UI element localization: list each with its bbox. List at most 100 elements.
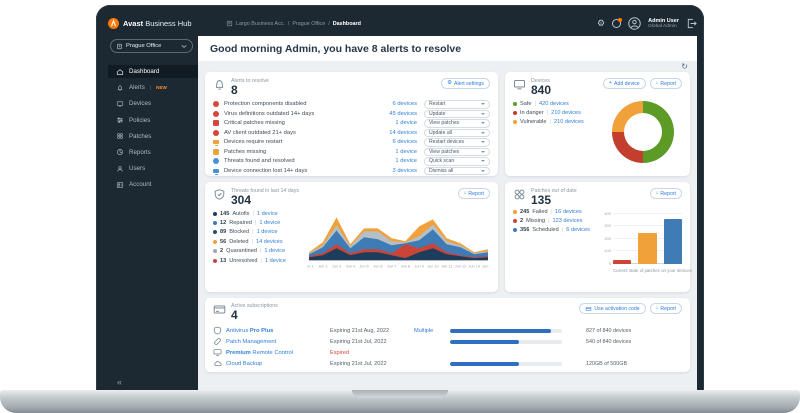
main-content: Good morning Admin, you have 8 alerts to… [198, 36, 697, 392]
usage-progress-fill [450, 340, 520, 344]
avatar[interactable] [628, 17, 641, 30]
breadcrumb-item[interactable]: Largo Business Acc. [236, 20, 285, 27]
alert-label: Devices require restart [224, 139, 283, 146]
legend-devices-link[interactable]: 123 devices [552, 217, 583, 224]
report-button[interactable]: ↓ Report [649, 303, 682, 314]
x-tick-label: Jun 1 [307, 263, 314, 268]
legend-separator: | [549, 119, 551, 126]
legend-devices-link[interactable]: 1 device [256, 210, 278, 217]
alert-row: Device connection lost 14+ days 3 devices… [213, 166, 490, 176]
legend-item: Safe | 420 devices [513, 101, 584, 107]
chevron-down-icon [481, 112, 485, 115]
legend-devices-link[interactable]: 6 devices [566, 227, 590, 234]
alert-label: Patches missing [224, 148, 267, 155]
breadcrumb-item[interactable]: Prague Office [292, 20, 326, 27]
legend-devices-link[interactable]: 210 devices [554, 119, 584, 126]
legend-item: 145 Autofix | 1 device [213, 211, 307, 217]
alert-devices-link[interactable]: 1 device [395, 148, 417, 155]
legend-devices-link[interactable]: 1 device [259, 219, 281, 226]
legend-devices-link[interactable]: 1 device [256, 229, 278, 236]
sidebar-item-label: Policies [129, 116, 151, 124]
logout-icon[interactable] [686, 18, 697, 29]
legend-item: 89 Blocked | 1 device [213, 229, 307, 235]
sidebar-collapse-icon[interactable]: « [117, 377, 123, 387]
sliders-icon [117, 117, 123, 123]
sidebar-item-patches[interactable]: Patches [108, 130, 198, 143]
sidebar-item-label: Devices [129, 100, 152, 108]
sidebar-item-reports[interactable]: Reports [108, 146, 198, 159]
alert-devices-link[interactable]: 1 device [395, 158, 417, 165]
report-button[interactable]: ↓ Report [457, 188, 490, 199]
sidebar-item-devices[interactable]: Devices [108, 97, 198, 110]
legend-count: 89 [220, 229, 227, 236]
user-icon [117, 165, 123, 172]
legend-devices-link[interactable]: 210 devices [551, 109, 581, 116]
sidebar-item-dashboard[interactable]: Dashboard [108, 65, 198, 78]
alert-action-dropdown[interactable]: Dismiss all [424, 166, 490, 176]
alert-action-dropdown[interactable]: View patches [424, 147, 490, 157]
laptop-screen: Avast Business Hub Largo Business Acc. /… [96, 5, 704, 392]
legend-dot [513, 228, 517, 233]
dropdown-value: View patches [429, 148, 460, 155]
alert-devices-link[interactable]: 1 device [395, 120, 417, 127]
alert-devices-link[interactable]: 3 devices [392, 167, 418, 174]
x-tick-label: Jun 5 [359, 263, 369, 268]
card-title: Alerts to resolve [231, 78, 269, 84]
bar-failed [638, 232, 657, 264]
legend-label: Quarantined [226, 248, 257, 255]
alert-devices-link[interactable]: 45 devices [389, 110, 417, 117]
chevron-down-icon [181, 44, 187, 48]
subscription-multiple-link[interactable]: Multiple [414, 328, 434, 335]
refresh-icon[interactable]: ↻ [681, 62, 688, 71]
use-activation-code-button[interactable]: Use activation code [579, 303, 646, 314]
org-selector[interactable]: Prague Office [110, 39, 193, 53]
alert-action-dropdown[interactable]: Restart [424, 100, 490, 109]
alert-label: Device connection lost 14+ days [224, 167, 308, 174]
legend-item: 13 Unresolved | 1 device [213, 258, 307, 264]
sidebar-item-alerts[interactable]: Alerts | NEW [108, 81, 198, 94]
legend-label: Repaired [229, 219, 252, 226]
sidebar-item-account[interactable]: Account [108, 178, 198, 191]
alert-severity-icon [213, 168, 219, 175]
user-info[interactable]: Admin User Global Admin [648, 18, 679, 30]
add-device-button[interactable]: + Add device [602, 78, 646, 89]
notifications-icon[interactable] [612, 18, 623, 28]
cards-grid: Alerts to resolve 8 ⚙ Alert settings Prot… [205, 72, 692, 372]
alert-row: Protection components disabled 6 devices R… [213, 100, 490, 110]
sidebar-item-policies[interactable]: Policies [108, 114, 198, 127]
legend-devices-link[interactable]: 1 device [264, 257, 286, 264]
alert-action-dropdown[interactable]: Restart devices [424, 138, 490, 147]
subscription-name-link[interactable]: Antivirus Pro Plus [226, 328, 274, 335]
alert-devices-link[interactable]: 6 devices [392, 139, 418, 146]
legend-devices-link[interactable]: 1 device [264, 248, 286, 255]
alert-action-dropdown[interactable]: Quick scan [424, 157, 490, 166]
new-badge: NEW [156, 85, 167, 91]
report-button[interactable]: ↓ Report [649, 78, 682, 89]
settings-gear-icon[interactable]: ⚙ [597, 18, 606, 28]
legend-devices-link[interactable]: 14 devices [255, 238, 283, 245]
card-title: Threats found in last 14 days [231, 188, 300, 194]
devices-donut-chart [612, 100, 674, 163]
report-button[interactable]: ↓ Report [649, 188, 682, 199]
alert-devices-link[interactable]: 6 devices [392, 101, 418, 108]
alert-row: Virus definitions outdated 14+ days 45 de… [213, 109, 490, 119]
legend-devices-link[interactable]: 420 devices [538, 100, 569, 107]
download-icon: ↓ [655, 79, 659, 86]
subscription-name-link[interactable]: Cloud Backup [226, 361, 263, 368]
alert-devices-link[interactable]: 14 devices [389, 129, 417, 136]
alert-row: Devices require restart 6 devices Restart … [213, 138, 490, 148]
alert-action-dropdown[interactable]: View patches [424, 119, 490, 128]
subscription-name-link[interactable]: Patch Management [226, 339, 277, 346]
sidebar-item-users[interactable]: Users [108, 162, 198, 175]
patches-legend: 245 Failed | 16 devices 2 Missing | 123 devices… [513, 209, 599, 273]
alert-action-dropdown[interactable]: Update all [424, 128, 490, 138]
sidebar-item-label: Account [129, 181, 152, 189]
legend-devices-link[interactable]: 16 devices [555, 208, 582, 215]
subscription-name-link[interactable]: Premium Remote Control [226, 350, 294, 357]
alert-action-dropdown[interactable]: Update [424, 109, 490, 119]
y-tick-label: 200 [604, 235, 611, 241]
dropdown-value: Restart [429, 101, 446, 108]
plus-icon: + [608, 79, 612, 86]
alert-settings-button[interactable]: ⚙ Alert settings [441, 78, 490, 89]
breadcrumb-current: Dashboard [332, 20, 361, 27]
